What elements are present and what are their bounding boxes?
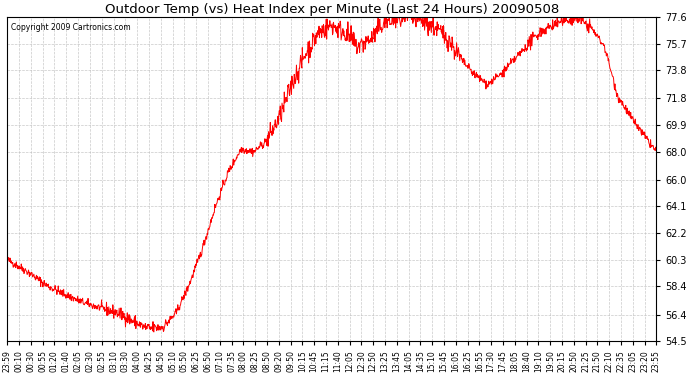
Title: Outdoor Temp (vs) Heat Index per Minute (Last 24 Hours) 20090508: Outdoor Temp (vs) Heat Index per Minute …: [105, 3, 559, 16]
Text: Copyright 2009 Cartronics.com: Copyright 2009 Cartronics.com: [10, 23, 130, 32]
